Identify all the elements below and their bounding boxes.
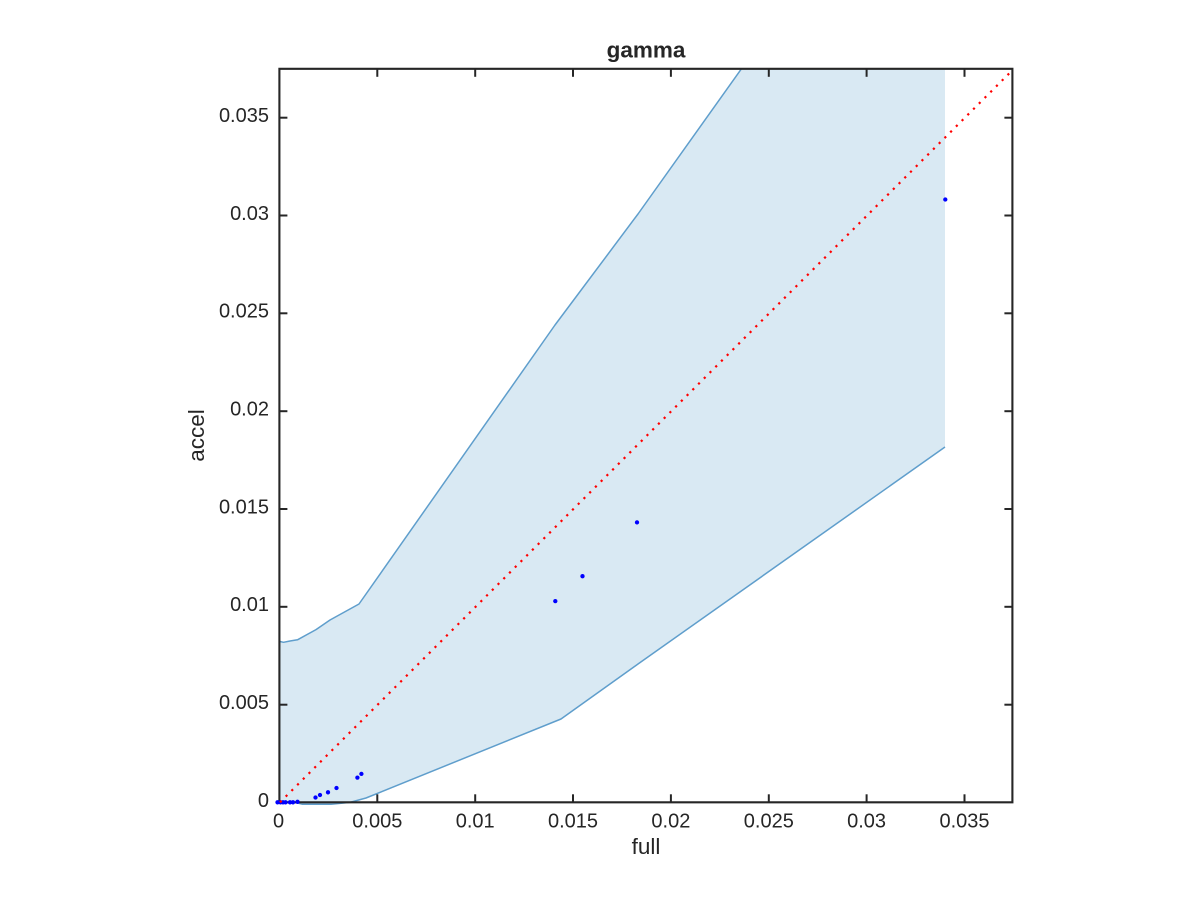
svg-text:0: 0 (273, 810, 284, 832)
svg-text:gamma: gamma (607, 38, 686, 63)
svg-text:0.02: 0.02 (230, 399, 269, 421)
svg-text:0.01: 0.01 (230, 594, 269, 616)
svg-text:0.025: 0.025 (219, 301, 269, 323)
svg-text:0.035: 0.035 (219, 105, 269, 127)
svg-text:0.005: 0.005 (219, 692, 269, 714)
svg-text:0.015: 0.015 (548, 810, 598, 832)
svg-text:0.01: 0.01 (456, 810, 495, 832)
svg-text:0.025: 0.025 (744, 810, 794, 832)
svg-text:0.03: 0.03 (230, 203, 269, 225)
svg-text:0.03: 0.03 (847, 810, 886, 832)
svg-text:0.035: 0.035 (939, 810, 989, 832)
svg-text:0.015: 0.015 (219, 496, 269, 518)
svg-text:accel: accel (184, 409, 209, 462)
svg-text:0.005: 0.005 (352, 810, 402, 832)
svg-text:0.02: 0.02 (651, 810, 690, 832)
svg-text:full: full (632, 834, 661, 859)
svg-text:0: 0 (258, 790, 269, 812)
